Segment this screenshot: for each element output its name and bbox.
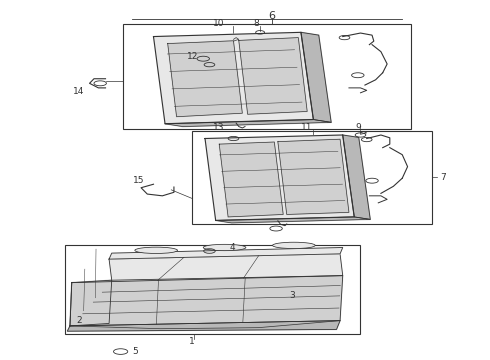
Polygon shape [239,37,307,114]
Polygon shape [168,41,243,117]
Text: 14: 14 [73,87,85,96]
Text: 5: 5 [132,347,138,356]
Polygon shape [67,321,340,331]
Bar [123,23,411,129]
Polygon shape [216,217,370,223]
Ellipse shape [272,242,315,248]
Text: 3: 3 [290,291,295,300]
Polygon shape [278,139,349,215]
Polygon shape [109,254,343,280]
Bar [65,245,361,334]
Text: 1: 1 [189,337,195,346]
Text: 13: 13 [213,123,224,132]
Polygon shape [301,32,331,122]
Polygon shape [219,142,283,217]
Text: 2: 2 [76,316,82,325]
Text: 7: 7 [441,173,446,182]
Polygon shape [165,120,331,127]
Text: 15: 15 [133,176,144,185]
Text: 10: 10 [213,19,224,28]
Text: 8: 8 [254,19,259,28]
Text: 4: 4 [230,243,236,252]
Text: 6: 6 [268,11,275,21]
Text: 11: 11 [301,123,313,132]
Ellipse shape [203,244,246,251]
Polygon shape [70,276,343,326]
Polygon shape [205,135,354,220]
Polygon shape [70,280,112,326]
Bar [192,131,432,224]
Ellipse shape [135,247,177,253]
Polygon shape [109,248,343,259]
Text: 12: 12 [187,53,198,62]
Polygon shape [153,32,314,124]
Polygon shape [343,135,370,219]
Text: 9: 9 [355,123,361,132]
